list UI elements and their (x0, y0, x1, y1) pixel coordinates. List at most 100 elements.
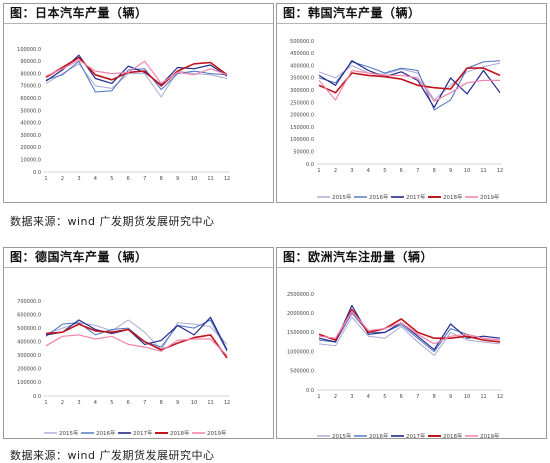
x-tick-label: 7 (143, 176, 146, 182)
series-line (318, 316, 501, 356)
legend-label: 2015年 (332, 193, 352, 201)
y-tick-label: 500000.0 (290, 369, 314, 375)
y-tick-label: 30000.0 (20, 133, 41, 139)
y-tick-label: 50000.0 (20, 108, 41, 114)
y-tick-label: 400000.0 (17, 340, 41, 346)
y-tick-label: 2000000.0 (287, 311, 314, 317)
x-tick-label: 9 (176, 400, 179, 406)
chart-germany: 0.0 100000.0 200000.0 300000.0 400000.0 50000… (17, 299, 230, 437)
legend-label: 2015年 (332, 432, 352, 439)
y-tick-label: 700000.0 (17, 299, 41, 305)
y-tick-label: 70000.0 (20, 84, 41, 90)
x-tick-label: 3 (350, 394, 353, 400)
chart-europe: 0.0 500000.0 1000000.0 1500000.0 2000000.0 2 5… (287, 292, 503, 439)
series-line (45, 316, 228, 351)
y-tick-label: 20000.0 (20, 145, 41, 151)
x-tick-label: 7 (143, 400, 146, 406)
y-tick-label: 40000.0 (20, 121, 41, 127)
x-tick-label: 8 (433, 168, 436, 174)
x-tick-label: 11 (207, 176, 213, 182)
series-line (318, 308, 501, 343)
x-tick-label: 2 (334, 394, 337, 400)
y-tick-label: 0.0 (306, 388, 314, 394)
x-tick-label: 9 (176, 176, 179, 182)
legend-label: 2016年 (369, 432, 389, 439)
x-tick-label: 9 (449, 168, 452, 174)
series-line (318, 310, 501, 345)
x-tick-label: 11 (480, 394, 486, 400)
y-tick-label: 100000.0 (17, 380, 41, 386)
series-line (45, 56, 228, 87)
chart-title: 图：日本汽车产量（辆） (4, 4, 273, 24)
series-line (45, 54, 228, 86)
legend-label: 2017年 (406, 432, 426, 439)
x-tick-label: 4 (367, 168, 370, 174)
y-tick-label: 50000.0 (293, 150, 314, 156)
chart-japan: 0.0 10000.0 20000.0 30000.0 40000.0 50000.0 60… (17, 47, 230, 182)
series-line (45, 59, 228, 85)
y-tick-label: 450000.0 (290, 51, 314, 57)
x-tick-label: 12 (497, 394, 503, 400)
y-tick-label: 10000.0 (20, 158, 41, 164)
legend-label: 2016年 (96, 429, 116, 437)
source-note: 数据来源：wind 广发期货发展研究中心 (10, 215, 215, 228)
chart-title: 图：德国汽车产量（辆） (4, 248, 273, 268)
legend-label: 2017年 (133, 429, 153, 437)
series-line (45, 60, 228, 93)
series-line (318, 69, 500, 102)
chart-title: 图：韩国汽车产量（辆） (277, 4, 546, 24)
x-tick-label: 8 (160, 176, 163, 182)
legend-label: 2018年 (443, 432, 463, 439)
x-tick-label: 10 (464, 168, 470, 174)
y-tick-label: 150000.0 (290, 125, 314, 131)
x-tick-label: 3 (350, 168, 353, 174)
x-tick-label: 7 (416, 168, 419, 174)
legend-label: 2018年 (170, 429, 190, 437)
y-tick-label: 500000.0 (17, 326, 41, 332)
legend-label: 2017年 (406, 193, 426, 201)
x-tick-label: 11 (207, 400, 213, 406)
x-tick-label: 4 (94, 176, 97, 182)
x-tick-label: 8 (160, 400, 163, 406)
chart-panel-korea: 图：韩国汽车产量（辆） 0.0 50000.0 100000.0 150000.0 20… (276, 3, 547, 203)
x-tick-label: 2 (334, 168, 337, 174)
x-tick-label: 1 (317, 394, 320, 400)
legend-label: 2019年 (480, 193, 500, 201)
chart-panel-germany: 图：德国汽车产量（辆） 0.0 100000.0 200000.0 300000.0 4… (3, 247, 274, 439)
x-tick-label: 1 (317, 168, 320, 174)
y-tick-label: 1000000.0 (287, 349, 314, 355)
y-tick-label: 0.0 (306, 162, 314, 168)
y-tick-label: 500000.0 (290, 39, 314, 45)
series-line (45, 319, 228, 351)
chart-panel-japan: 图：日本汽车产量（辆） 0.0 10000.0 20000.0 30000.0 4000… (3, 3, 274, 203)
x-tick-label: 1 (44, 400, 47, 406)
x-tick-label: 6 (400, 394, 403, 400)
y-tick-label: 300000.0 (17, 353, 41, 359)
x-tick-label: 2 (61, 176, 64, 182)
legend-label: 2015年 (59, 429, 79, 437)
y-tick-label: 60000.0 (20, 96, 41, 102)
legend-label: 2019年 (480, 432, 500, 439)
x-tick-label: 12 (224, 176, 230, 182)
x-tick-label: 6 (127, 176, 130, 182)
chart-korea: 0.050000.0100000.0150000.0200000.0250000… (290, 39, 503, 201)
x-tick-label: 12 (224, 400, 230, 406)
y-tick-label: 350000.0 (290, 76, 314, 82)
x-tick-label: 5 (383, 394, 386, 400)
series-line (45, 323, 228, 359)
legend-label: 2016年 (369, 193, 389, 201)
source-note: 数据来源：wind 广发期货发展研究中心 (10, 449, 215, 462)
y-tick-label: 0.0 (33, 170, 41, 176)
x-tick-label: 10 (464, 394, 470, 400)
x-tick-label: 5 (110, 176, 113, 182)
y-tick-label: 1500000.0 (287, 330, 314, 336)
x-tick-label: 11 (480, 168, 486, 174)
y-tick-label: 250000.0 (290, 100, 314, 106)
y-tick-label: 200000.0 (17, 367, 41, 373)
y-tick-label: 600000.0 (17, 312, 41, 318)
y-tick-label: 90000.0 (20, 59, 41, 65)
x-tick-label: 6 (127, 400, 130, 406)
legend-label: 2019年 (207, 429, 227, 437)
y-tick-label: 0.0 (33, 394, 41, 400)
x-tick-label: 3 (77, 176, 80, 182)
